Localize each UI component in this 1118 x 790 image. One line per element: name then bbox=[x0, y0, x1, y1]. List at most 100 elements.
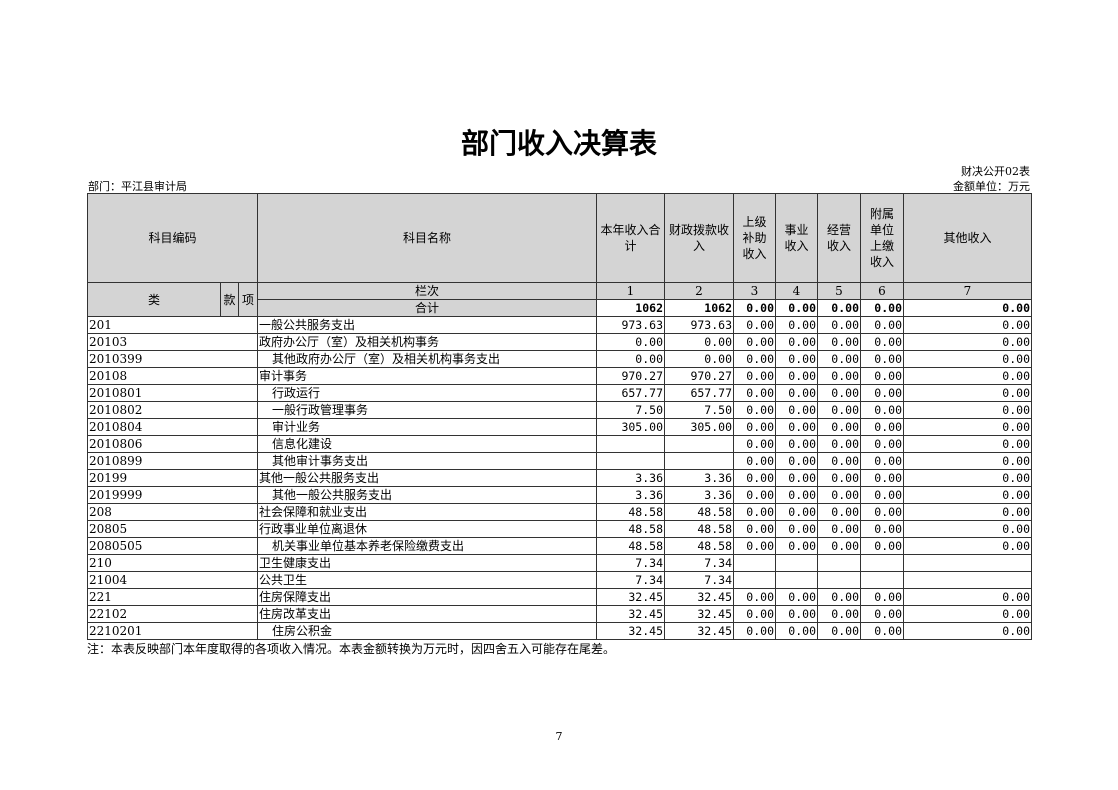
row-value: 0.00 bbox=[817, 435, 861, 453]
col-num: 3 bbox=[733, 282, 776, 300]
row-value: 973.63 bbox=[664, 316, 734, 334]
header-c3: 上级补助收入 bbox=[733, 193, 776, 283]
row-value: 0.00 bbox=[903, 333, 1032, 351]
row-value: 0.00 bbox=[775, 316, 818, 334]
department-label: 部门：平江县审计局 bbox=[88, 180, 187, 193]
header-name: 科目名称 bbox=[257, 193, 597, 283]
table-row: 20108 审计事务 970.27 970.27 0.00 0.00 0.00 0.00 0.0… bbox=[87, 367, 1032, 385]
row-value: 0.00 bbox=[903, 469, 1032, 487]
row-value: 0.00 bbox=[733, 435, 776, 453]
row-value: 48.58 bbox=[664, 520, 734, 538]
row-value bbox=[775, 554, 818, 572]
row-value: 0.00 bbox=[817, 520, 861, 538]
row-value: 0.00 bbox=[775, 537, 818, 555]
row-value: 973.63 bbox=[596, 316, 665, 334]
total-cell: 0.00 bbox=[733, 299, 776, 317]
row-code: 20199 bbox=[87, 469, 258, 487]
row-code: 2010804 bbox=[87, 418, 258, 436]
row-name: 其他一般公共服务支出 bbox=[257, 486, 597, 504]
row-value: 0.00 bbox=[733, 418, 776, 436]
row-value: 0.00 bbox=[733, 384, 776, 402]
row-value: 0.00 bbox=[596, 350, 665, 368]
header-xiang: 项 bbox=[238, 282, 258, 317]
row-value: 0.00 bbox=[903, 588, 1032, 606]
row-value: 305.00 bbox=[664, 418, 734, 436]
row-value bbox=[664, 452, 734, 470]
table-row: 221 住房保障支出 32.45 32.45 0.00 0.00 0.00 0.00 0.00 bbox=[87, 588, 1032, 606]
col-num: 5 bbox=[817, 282, 861, 300]
row-value: 0.00 bbox=[775, 622, 818, 640]
row-value bbox=[817, 571, 861, 589]
row-name: 其他审计事务支出 bbox=[257, 452, 597, 470]
row-value: 0.00 bbox=[860, 503, 904, 521]
table-row: 210 卫生健康支出 7.34 7.34 bbox=[87, 554, 1032, 572]
row-name: 住房公积金 bbox=[257, 622, 597, 640]
col-num: 2 bbox=[664, 282, 734, 300]
row-value: 0.00 bbox=[817, 384, 861, 402]
row-value: 0.00 bbox=[817, 452, 861, 470]
row-value: 0.00 bbox=[860, 316, 904, 334]
row-code: 2210201 bbox=[87, 622, 258, 640]
row-value: 0.00 bbox=[903, 605, 1032, 623]
table-row: 2010802 一般行政管理事务 7.50 7.50 0.00 0.00 0.00 0.00 0… bbox=[87, 401, 1032, 419]
total-cell: 0.00 bbox=[817, 299, 861, 317]
row-name: 审计业务 bbox=[257, 418, 597, 436]
row-value bbox=[860, 554, 904, 572]
table-row: 2010399 其他政府办公厅（室）及相关机构事务支出 0.00 0.00 0.00 0.… bbox=[87, 350, 1032, 368]
row-value: 0.00 bbox=[775, 486, 818, 504]
row-code: 2010899 bbox=[87, 452, 258, 470]
row-value bbox=[817, 554, 861, 572]
row-value: 48.58 bbox=[596, 520, 665, 538]
table-row: 2080505 机关事业单位基本养老保险缴费支出 48.58 48.58 0.00 0.0… bbox=[87, 537, 1032, 555]
row-name: 公共卫生 bbox=[257, 571, 597, 589]
row-value: 0.00 bbox=[733, 452, 776, 470]
row-value: 3.36 bbox=[664, 486, 734, 504]
row-value: 0.00 bbox=[860, 452, 904, 470]
row-name: 审计事务 bbox=[257, 367, 597, 385]
row-code: 2019999 bbox=[87, 486, 258, 504]
row-code: 208 bbox=[87, 503, 258, 521]
row-value: 0.00 bbox=[775, 469, 818, 487]
row-code: 2010802 bbox=[87, 401, 258, 419]
row-value: 0.00 bbox=[733, 537, 776, 555]
row-name: 机关事业单位基本养老保险缴费支出 bbox=[257, 537, 597, 555]
row-value: 0.00 bbox=[775, 367, 818, 385]
total-cell: 1062 bbox=[596, 299, 665, 317]
row-value: 0.00 bbox=[903, 452, 1032, 470]
table-row: 22102 住房改革支出 32.45 32.45 0.00 0.00 0.00 0.00 0.0… bbox=[87, 605, 1032, 623]
row-name: 行政运行 bbox=[257, 384, 597, 402]
row-value: 0.00 bbox=[817, 401, 861, 419]
table-row: 20805 行政事业单位离退休 48.58 48.58 0.00 0.00 0.00 0.00… bbox=[87, 520, 1032, 538]
row-value: 32.45 bbox=[596, 588, 665, 606]
row-value: 0.00 bbox=[775, 418, 818, 436]
table-row: 2010806 信息化建设 0.00 0.00 0.00 0.00 0.00 bbox=[87, 435, 1032, 453]
row-value: 0.00 bbox=[860, 367, 904, 385]
row-value: 7.34 bbox=[596, 571, 665, 589]
row-value: 0.00 bbox=[903, 486, 1032, 504]
total-cell: 1062 bbox=[664, 299, 734, 317]
table-row: 2019999 其他一般公共服务支出 3.36 3.36 0.00 0.00 0.00 0.0… bbox=[87, 486, 1032, 504]
header-kuan: 款 bbox=[220, 282, 239, 317]
row-value: 657.77 bbox=[664, 384, 734, 402]
row-value: 0.00 bbox=[733, 401, 776, 419]
row-value: 48.58 bbox=[664, 503, 734, 521]
row-value: 3.36 bbox=[664, 469, 734, 487]
header-code: 科目编码 bbox=[87, 193, 258, 283]
income-table: 科目编码 科目名称 本年收入合计 财政拨款收入 上级补助收入 事业收入 经营收入… bbox=[87, 193, 1032, 640]
header-row: 科目编码 科目名称 本年收入合计 财政拨款收入 上级补助收入 事业收入 经营收入… bbox=[87, 193, 1032, 283]
row-value: 0.00 bbox=[817, 333, 861, 351]
row-value: 0.00 bbox=[775, 350, 818, 368]
row-name: 行政事业单位离退休 bbox=[257, 520, 597, 538]
row-value: 0.00 bbox=[733, 520, 776, 538]
row-code: 20805 bbox=[87, 520, 258, 538]
row-value: 7.34 bbox=[664, 571, 734, 589]
row-name: 住房保障支出 bbox=[257, 588, 597, 606]
row-value: 0.00 bbox=[903, 622, 1032, 640]
row-value: 32.45 bbox=[664, 622, 734, 640]
row-value: 970.27 bbox=[596, 367, 665, 385]
row-value: 0.00 bbox=[664, 350, 734, 368]
col-num: 6 bbox=[860, 282, 904, 300]
row-value: 0.00 bbox=[775, 503, 818, 521]
row-value: 0.00 bbox=[860, 469, 904, 487]
row-value: 0.00 bbox=[860, 418, 904, 436]
